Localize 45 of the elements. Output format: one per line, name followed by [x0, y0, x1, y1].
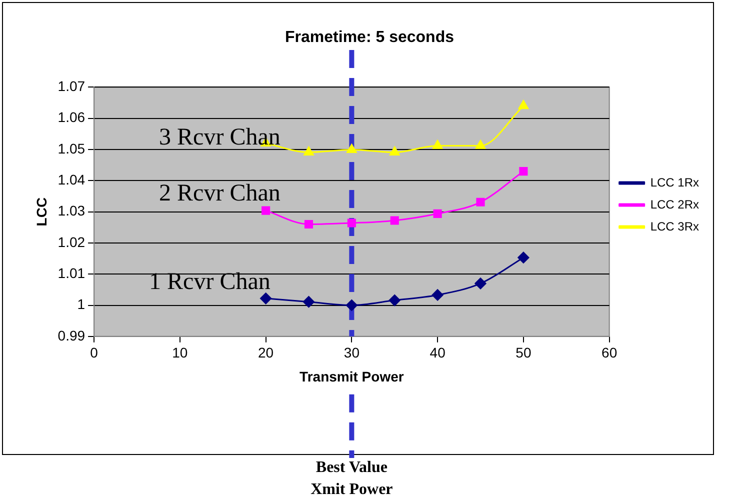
point — [432, 140, 443, 150]
point — [433, 209, 442, 218]
y-tick-label: 1.06 — [58, 109, 86, 126]
point — [346, 300, 358, 311]
point — [390, 216, 399, 225]
point — [519, 167, 528, 176]
y-tick-label: 1.05 — [58, 140, 86, 156]
x-tick-label: 0 — [90, 344, 98, 361]
x-tick-label: 10 — [172, 344, 188, 361]
point — [304, 220, 314, 229]
legend-label: LCC 1Rx — [650, 175, 700, 190]
point — [476, 198, 485, 206]
annotation: 3 Rcvr Chan — [159, 124, 280, 151]
x-axis-title: Transmit Power — [300, 368, 404, 384]
legend-label: LCC 3Rx — [650, 219, 700, 234]
point — [518, 100, 529, 110]
point — [475, 140, 486, 150]
y-tick-label: 1 — [77, 296, 86, 312]
point — [302, 296, 314, 308]
point — [390, 146, 400, 156]
x-tick-label: 50 — [516, 344, 532, 361]
y-tick-label: 1.07 — [58, 78, 86, 94]
chart-title: Frametime: 5 seconds — [285, 29, 454, 46]
y-tick-label: 1.01 — [58, 264, 86, 281]
y-tick-label: 1.02 — [58, 234, 86, 250]
point — [304, 146, 314, 156]
point — [388, 294, 400, 306]
point — [432, 289, 444, 301]
x-tick-label: 40 — [430, 344, 446, 361]
point — [260, 292, 272, 304]
point — [346, 144, 357, 154]
x-tick-label: 30 — [344, 344, 360, 361]
annotation: 2 Rcvr Chan — [159, 180, 280, 207]
y-tick-label: 1.03 — [58, 202, 86, 219]
x-tick-label: 60 — [602, 344, 618, 361]
point — [518, 252, 530, 264]
point — [474, 278, 486, 290]
y-tick-label: 1.04 — [58, 172, 86, 188]
y-tick-label: 0.99 — [58, 327, 86, 344]
y-axis-title: LCC — [33, 197, 50, 226]
x-tick-label: 20 — [258, 344, 274, 361]
point — [347, 218, 356, 228]
point — [262, 206, 270, 215]
legend-label: LCC 2Rx — [650, 197, 700, 212]
text: Best Value Xmit Power — [310, 459, 393, 498]
